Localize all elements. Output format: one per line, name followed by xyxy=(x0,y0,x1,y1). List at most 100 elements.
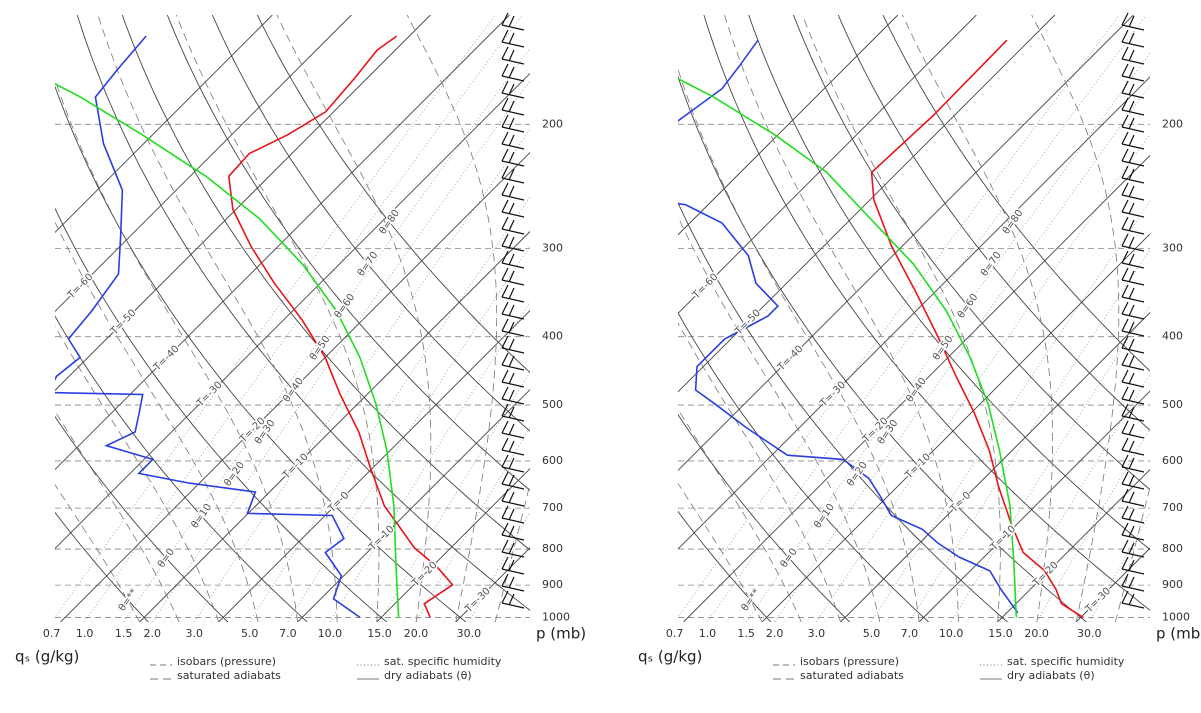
legend-label: saturated adiabats xyxy=(177,669,281,682)
dry-adiabat xyxy=(76,15,530,611)
x-tick-label: 10.0 xyxy=(318,627,343,640)
wind-barb xyxy=(1121,522,1145,541)
y-tick-label: 800 xyxy=(1162,542,1183,555)
saturated-adiabat xyxy=(494,481,530,622)
wind-barb xyxy=(1121,590,1145,609)
x-tick-label: 30.0 xyxy=(457,627,482,640)
sat-specific-humidity xyxy=(871,200,1150,622)
wind-barb xyxy=(1121,420,1145,439)
isotherm xyxy=(55,15,273,233)
x-tick-label: 1.0 xyxy=(76,627,94,640)
wind-barb xyxy=(1121,114,1145,133)
legend-label: sat. specific humidity xyxy=(384,655,502,668)
wind-barb xyxy=(1121,556,1145,575)
isotherm xyxy=(761,233,1150,622)
wind-barb xyxy=(1121,318,1145,337)
wind-barb xyxy=(1121,29,1145,48)
plot-area xyxy=(678,15,1150,622)
saturated-adiabat xyxy=(678,408,802,622)
profile-line xyxy=(870,39,1084,619)
wind-barb xyxy=(1121,148,1145,167)
plot-area xyxy=(55,15,530,622)
wind-barb xyxy=(501,454,525,473)
isotherm-label: T=-60 xyxy=(65,272,95,302)
wind-barb xyxy=(501,403,525,422)
x-tick-label: 7.0 xyxy=(279,627,297,640)
wind-barb xyxy=(1121,573,1145,592)
wind-barb xyxy=(501,369,525,388)
profile-line xyxy=(55,35,361,619)
sat-specific-humidity xyxy=(1088,512,1150,622)
x-tick-label: 15.0 xyxy=(988,627,1013,640)
isotherm-label: T=-50 xyxy=(108,308,138,338)
sat-specific-humidity xyxy=(287,245,530,622)
wind-barb xyxy=(1121,454,1145,473)
x-tick-label: 1.5 xyxy=(115,627,133,640)
wind-barb xyxy=(1121,97,1145,116)
dry-adiabat xyxy=(256,15,530,374)
wind-barb xyxy=(1121,505,1145,524)
wind-barb xyxy=(1121,233,1145,252)
sat-specific-humidity xyxy=(468,511,530,622)
sat-specific-humidity xyxy=(123,47,530,622)
isotherm xyxy=(683,154,1150,622)
y-tick-label: 800 xyxy=(542,542,563,555)
wind-barb xyxy=(501,352,525,371)
saturated-adiabat xyxy=(97,15,338,622)
wind-barb xyxy=(1121,471,1145,490)
y-tick-label: 600 xyxy=(1162,454,1183,467)
wind-barb xyxy=(1121,284,1145,303)
wind-barb xyxy=(1121,352,1145,371)
isotherm xyxy=(918,390,1150,622)
sat-specific-humidity xyxy=(909,248,1150,622)
x-tick-label: 20.0 xyxy=(404,627,429,640)
y-tick-label: 900 xyxy=(542,578,563,591)
dry-adiabat xyxy=(121,15,530,551)
wind-barb xyxy=(501,505,525,524)
isotherm-label: T= 30 xyxy=(463,586,493,616)
isotherm xyxy=(55,15,510,471)
saturated-adiabat xyxy=(1115,485,1150,622)
wind-barb xyxy=(501,386,525,405)
wind-barb xyxy=(501,63,525,82)
wind-barb xyxy=(501,318,525,337)
y-tick-label: 700 xyxy=(542,501,563,514)
x-axis-title: qₛ (g/kg) xyxy=(638,648,702,666)
isotherm xyxy=(139,230,530,622)
wind-barb xyxy=(1121,46,1145,65)
isotherm xyxy=(376,468,530,622)
wind-barb xyxy=(1121,199,1145,218)
dry-adiabat xyxy=(678,311,929,622)
wind-barb xyxy=(501,97,525,116)
wind-barb xyxy=(501,29,525,48)
dry-adiabat xyxy=(166,15,530,491)
wind-barb xyxy=(501,301,525,320)
isotherm-label: T=-50 xyxy=(733,308,763,338)
wind-barb xyxy=(501,250,525,269)
x-tick-label: 5.0 xyxy=(863,627,881,640)
wind-barb xyxy=(1121,437,1145,456)
wind-barb xyxy=(1121,63,1145,82)
x-axis-title: qₛ (g/kg) xyxy=(15,648,79,666)
wind-barb xyxy=(501,420,525,439)
wind-barb xyxy=(501,539,525,558)
wind-barb xyxy=(1121,335,1145,354)
saturated-adiabat xyxy=(802,15,1001,622)
isotherm xyxy=(297,389,530,622)
saturated-adiabat xyxy=(1031,15,1120,622)
y-tick-label: 400 xyxy=(1162,330,1183,343)
dry-adiabat xyxy=(678,510,772,622)
wind-barb xyxy=(501,573,525,592)
y-tick-label: 300 xyxy=(542,242,563,255)
legend-label: dry adiabats (θ) xyxy=(1007,669,1095,682)
x-tick-label: 0.7 xyxy=(43,627,61,640)
y-axis-title: p (mb) xyxy=(1156,625,1201,643)
profile-line xyxy=(678,39,1019,614)
profile-line xyxy=(678,77,1018,618)
dry-adiabat xyxy=(837,15,1150,431)
x-tick-label: 3.0 xyxy=(185,627,203,640)
isotherm xyxy=(678,15,977,314)
isotherm xyxy=(678,76,1150,550)
y-tick-label: 600 xyxy=(542,454,563,467)
